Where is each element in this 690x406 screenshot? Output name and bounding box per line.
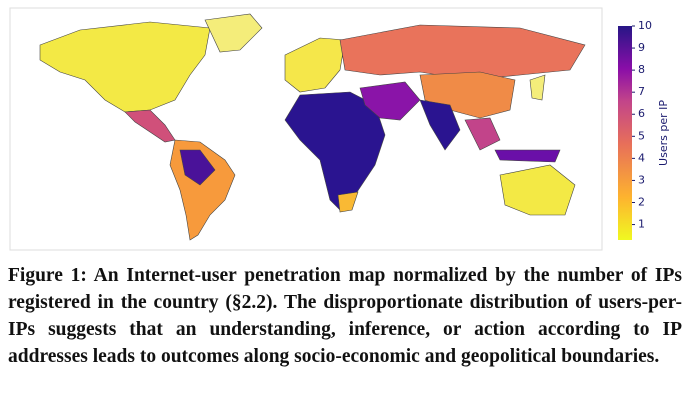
colorbar-tick-label: 10 <box>638 19 652 32</box>
world-map <box>39 13 586 241</box>
indonesia <box>494 149 561 163</box>
india <box>419 99 461 151</box>
colorbar-tick-label: 5 <box>638 129 645 142</box>
colorbar-tick-label: 9 <box>638 41 645 54</box>
southeast-asia <box>464 117 501 151</box>
andes-region <box>179 149 216 186</box>
europe <box>284 37 346 93</box>
australia <box>499 164 576 216</box>
figure: Users per IP 1 2 3 4 5 6 7 8 9 10 <box>9 7 670 251</box>
colorbar-tick-label: 8 <box>638 63 645 76</box>
caption-text: An Internet-user penetration map normali… <box>8 265 682 367</box>
colorbar-tick-label: 2 <box>638 195 645 208</box>
north-america <box>39 21 211 113</box>
colorbar-tick-label: 7 <box>638 85 645 98</box>
colorbar-tick-label: 1 <box>638 218 645 231</box>
south-africa <box>337 191 359 213</box>
russia <box>339 24 586 81</box>
colorbar-tick-label: 6 <box>638 107 645 120</box>
japan <box>529 74 546 101</box>
colorbar-tick-label: 4 <box>638 151 645 164</box>
greenland <box>204 13 263 53</box>
central-america <box>124 109 176 143</box>
middle-east <box>359 81 421 121</box>
colorbar-label: Users per IP <box>657 100 670 166</box>
caption-label: Figure 1: <box>8 265 87 286</box>
colorbar <box>618 26 632 240</box>
colorbar-tick-label: 3 <box>638 173 645 186</box>
caption: Figure 1: An Internet-user penetration m… <box>8 262 682 370</box>
